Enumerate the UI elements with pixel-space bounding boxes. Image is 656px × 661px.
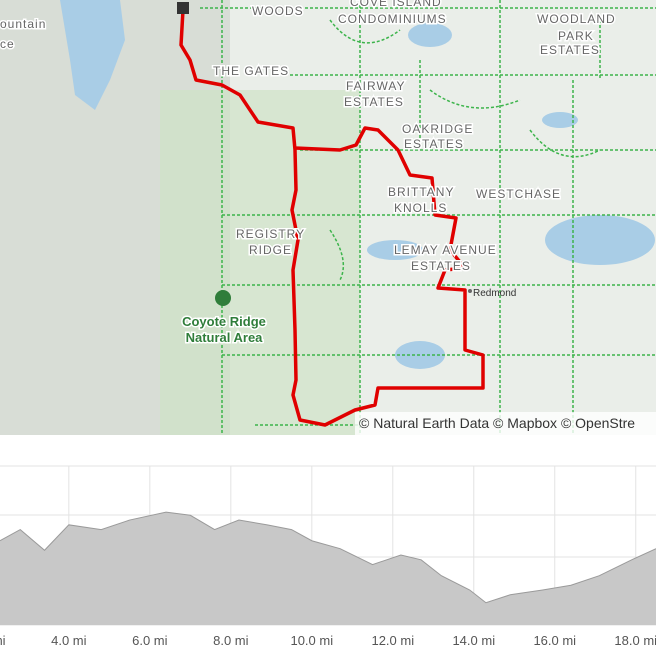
lake: [545, 215, 655, 265]
map-label: THE GATES: [213, 64, 289, 78]
map-label: Coyote Ridge: [182, 314, 266, 329]
reservoir: [60, 0, 125, 110]
lake: [542, 112, 578, 128]
start-marker: [177, 2, 189, 14]
park-icon: [215, 290, 231, 306]
x-tick-label: 2.0 mi: [0, 633, 6, 648]
map: ountain ce WOODS COVE ISLAND CONDOMINIUM…: [0, 0, 656, 435]
elevation-line: [0, 511, 656, 604]
map-label: ountain: [0, 17, 46, 31]
route: [179, 9, 485, 427]
map-label: WESTCHASE: [476, 187, 561, 201]
x-tick-label: 6.0 mi: [132, 633, 168, 648]
map-label: ESTATES: [404, 137, 464, 151]
trails: [200, 0, 656, 435]
map-label: ESTATES: [344, 95, 404, 109]
x-tick-label: 14.0 mi: [452, 633, 495, 648]
map-label: Redmond: [473, 288, 516, 299]
map-label: LEMAY AVENUE: [394, 243, 497, 257]
elevation-area: [0, 512, 656, 625]
lake: [408, 23, 452, 47]
x-tick-label: 16.0 mi: [533, 633, 576, 648]
place-dot: [468, 289, 472, 293]
map-label: ESTATES: [411, 259, 471, 273]
x-tick-label: 12.0 mi: [371, 633, 414, 648]
map-label: ce: [0, 37, 15, 51]
map-label: PARK: [558, 29, 594, 43]
lake: [367, 240, 423, 260]
map-label: CONDOMINIUMS: [338, 12, 447, 26]
map-label: REGISTRY: [236, 227, 305, 241]
elevation-profile: 2.0 mi 4.0 mi 6.0 mi 8.0 mi 10.0 mi 12.0 mi 14…: [0, 465, 656, 648]
map-label: OAKRIDGE: [402, 122, 473, 136]
map-label: ESTATES: [540, 43, 600, 57]
x-tick-label: 4.0 mi: [51, 633, 87, 648]
map-label: BRITTANY: [388, 185, 454, 199]
x-tick-label: 18.0 mi: [614, 633, 656, 648]
map-label: KNOLLS: [394, 201, 447, 215]
map-label: RIDGE: [249, 243, 292, 257]
attribution-bg: [355, 412, 656, 435]
map-label: WOODLAND: [537, 12, 616, 26]
map-label: COVE ISLAND: [350, 0, 442, 9]
map-label: FAIRWAY: [346, 79, 405, 93]
natural-area: [160, 90, 360, 435]
x-tick-label: 8.0 mi: [213, 633, 249, 648]
map-label: WOODS: [252, 4, 304, 18]
x-tick-label: 10.0 mi: [290, 633, 333, 648]
map-label: Natural Area: [186, 330, 264, 345]
attribution: © Natural Earth Data © Mapbox © OpenStre: [359, 415, 635, 431]
